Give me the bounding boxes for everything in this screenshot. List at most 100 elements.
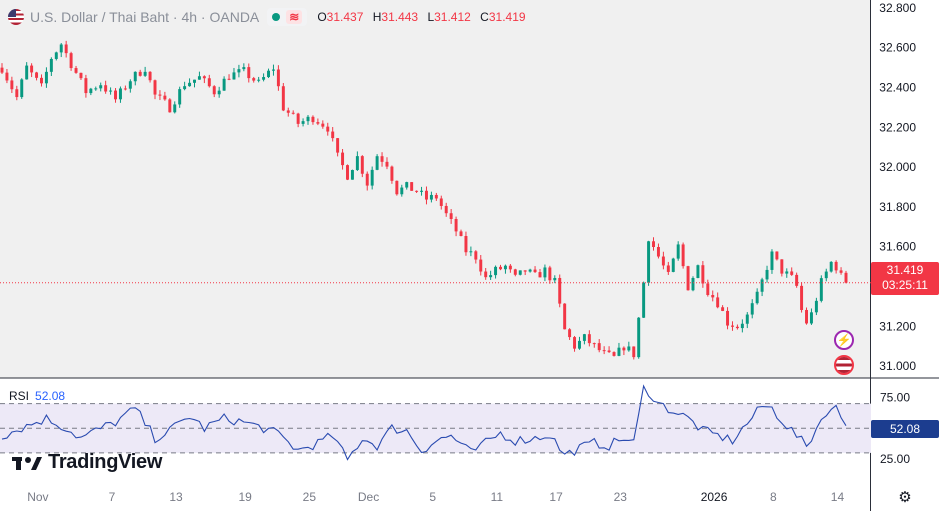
time-tick-label: 13: [169, 490, 183, 504]
candle-body: [400, 187, 404, 195]
rsi-tick-label: 75.00: [880, 390, 910, 404]
rsi-legend[interactable]: RSI 52.08: [9, 389, 65, 403]
candle-body: [326, 126, 330, 132]
candle-body: [765, 269, 769, 280]
time-tick-label: 17: [549, 490, 563, 504]
open-value: 31.437: [326, 10, 364, 24]
candle-body: [138, 71, 142, 76]
candle-body: [237, 69, 241, 73]
candle-body: [459, 231, 463, 237]
us-event-flag-icon[interactable]: [834, 355, 854, 375]
candle-body: [5, 72, 9, 81]
settings-gear-icon[interactable]: ⚙: [898, 489, 912, 506]
time-tick-label: 11: [491, 490, 504, 504]
time-tick-label: 2026: [701, 490, 728, 504]
candle-body: [439, 198, 443, 206]
candle-body: [790, 271, 794, 275]
tradingview-mark-icon: [12, 456, 42, 470]
candle-body: [385, 161, 389, 167]
candle-body: [508, 265, 512, 270]
candle-body: [405, 182, 409, 188]
candle-body: [602, 350, 606, 352]
candle-body: [814, 300, 818, 313]
candle-body: [242, 67, 246, 70]
last-price-tag: 31.419 03:25:11: [871, 262, 939, 295]
candle-body: [69, 53, 73, 69]
candle-body: [202, 76, 206, 79]
time-tick-label: 7: [109, 490, 116, 504]
price-tick-label: 32.200: [879, 120, 916, 134]
rsi-line: [1, 384, 847, 461]
low-label: L: [427, 10, 435, 24]
high-label: H: [372, 10, 382, 24]
candle-body: [158, 94, 162, 96]
candle-body: [691, 277, 695, 291]
candle-body: [306, 116, 310, 122]
candle-body: [666, 265, 670, 272]
candle-body: [553, 277, 557, 281]
candle-body: [612, 352, 616, 356]
candle-body: [365, 173, 369, 186]
us-flag-icon: [8, 9, 24, 25]
candle-body: [424, 190, 428, 200]
time-tick-label: Nov: [27, 490, 48, 504]
candle-body: [661, 256, 665, 266]
candle-body: [148, 71, 152, 81]
candle-body: [350, 170, 354, 180]
candle-body: [286, 110, 290, 113]
time-tick-label: 8: [770, 490, 777, 504]
candle-body: [464, 236, 468, 253]
time-tick-label: Dec: [358, 490, 379, 504]
status-badge[interactable]: ≋: [267, 8, 308, 26]
candle-body: [829, 261, 833, 272]
candle-body: [716, 297, 720, 308]
candle-body: [706, 283, 710, 295]
candle-body: [637, 317, 641, 358]
candle-body: [735, 326, 739, 329]
candle-body: [118, 88, 122, 100]
candle-body: [528, 269, 532, 272]
candle-body: [232, 72, 236, 80]
tradingview-logo[interactable]: TradingView: [12, 451, 162, 474]
candle-body: [346, 165, 349, 180]
candle-body: [543, 267, 547, 278]
candle-body: [701, 265, 705, 284]
candle-body: [809, 312, 813, 324]
lightning-icon[interactable]: ⚡: [834, 330, 854, 350]
candle-body: [795, 274, 799, 286]
candle-body: [10, 80, 14, 90]
price-tick-label: 32.600: [879, 41, 916, 55]
candle-body: [35, 72, 39, 78]
candle-body: [143, 71, 147, 76]
candle-body: [30, 65, 34, 73]
candle-body: [686, 266, 690, 291]
candle-body: [839, 270, 843, 273]
candle-body: [676, 244, 680, 259]
time-tick-label: 5: [429, 490, 436, 504]
candle-body: [217, 90, 221, 95]
price-tick-label: 32.000: [879, 160, 916, 174]
candle-body: [740, 323, 744, 329]
candle-body: [123, 88, 127, 90]
candle-body: [193, 79, 196, 83]
candle-body: [74, 68, 78, 73]
candle-body: [721, 307, 725, 311]
candle-body: [59, 44, 63, 53]
symbol-title[interactable]: U.S. Dollar / Thai Baht · 4h · OANDA: [30, 9, 260, 25]
candle-body: [197, 76, 201, 80]
candle-body: [20, 79, 24, 98]
candle-body: [780, 259, 784, 274]
candle-body: [558, 277, 562, 304]
candle-body: [760, 279, 764, 292]
candle-body: [652, 241, 655, 248]
low-value: 31.412: [434, 10, 471, 24]
candle-body: [0, 67, 4, 73]
candle-body: [434, 194, 438, 199]
price-tick-label: 32.400: [879, 81, 916, 95]
close-label: C: [480, 10, 489, 24]
candle-body: [380, 156, 384, 162]
candle-body: [785, 271, 789, 274]
candle-body: [49, 58, 53, 72]
time-tick-label: 14: [831, 490, 845, 504]
